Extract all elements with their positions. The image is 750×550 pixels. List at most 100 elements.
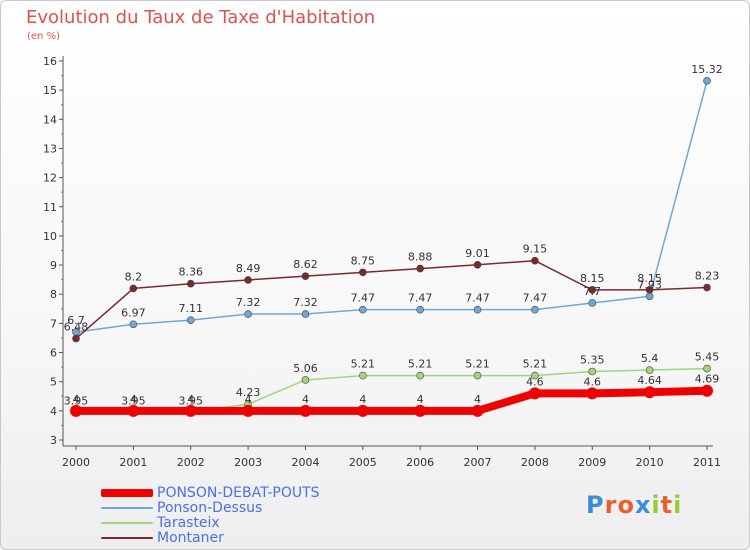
data-point [645, 366, 654, 374]
data-point [359, 305, 367, 314]
x-tick-label: 2006 [406, 456, 434, 469]
data-label: 5.4 [641, 352, 659, 365]
x-tick-label: 2011 [693, 456, 721, 469]
data-point [703, 364, 711, 373]
y-tick-label: 11 [43, 201, 57, 214]
data-label: 4.6 [584, 375, 602, 388]
data-label: 15.32 [691, 63, 723, 76]
data-label: 5.21 [408, 358, 433, 371]
y-tick-label: 8 [50, 288, 57, 301]
data-point [416, 371, 424, 380]
data-point [301, 272, 310, 280]
y-tick-label: 6 [50, 347, 57, 360]
proxiti-logo: Proxiti [586, 491, 682, 519]
y-tick-label: 4 [50, 405, 57, 418]
y-tick-label: 10 [43, 230, 57, 243]
data-point [359, 371, 367, 380]
data-point [528, 387, 541, 400]
data-label: 8.88 [408, 251, 433, 264]
x-tick-label: 2003 [234, 456, 262, 469]
data-point [416, 305, 424, 314]
logo-letter: P [586, 491, 605, 519]
data-point [588, 286, 597, 294]
y-tick-label: 12 [43, 172, 57, 185]
data-label: 3.95 [121, 394, 146, 407]
data-point [186, 279, 195, 288]
data-label: 7.47 [523, 292, 548, 305]
data-point [129, 320, 138, 329]
data-label: 5.06 [293, 362, 318, 375]
data-label: 4 [187, 393, 194, 406]
data-label: 4.64 [637, 374, 662, 387]
x-tick-label: 2002 [177, 456, 205, 469]
data-point [301, 310, 310, 318]
data-point [703, 77, 711, 85]
legend-swatch [101, 506, 153, 509]
data-label: 8.36 [178, 266, 203, 279]
data-point [703, 283, 711, 292]
data-label: 4 [359, 393, 366, 406]
data-point [186, 316, 195, 324]
data-label: 7.7 [584, 285, 602, 298]
legend-label: Tarasteix [157, 514, 220, 531]
data-point [299, 404, 312, 417]
data-point [471, 404, 484, 417]
y-tick-label: 14 [43, 113, 57, 126]
data-label: 4 [245, 393, 252, 406]
x-tick-label: 2000 [62, 456, 90, 469]
data-label: 3.95 [64, 394, 89, 407]
data-point [586, 387, 599, 400]
chart-legend: PONSON-DEBAT-POUTS Ponson-Dessus Tarasteix… [101, 484, 320, 546]
data-point [588, 299, 597, 307]
data-label: 7.47 [351, 292, 376, 305]
data-point [184, 404, 197, 417]
data-label: 9.01 [465, 247, 490, 260]
logo-letter: o [617, 491, 635, 519]
data-label: 4.23 [236, 386, 261, 399]
data-point [244, 276, 252, 284]
data-point [356, 404, 369, 417]
data-label: 6.97 [121, 306, 146, 319]
data-point [129, 284, 138, 293]
data-point [70, 404, 82, 417]
y-tick-label: 7 [50, 317, 57, 330]
series-line-ponson-dessus [75, 80, 708, 333]
data-point [301, 376, 310, 384]
x-tick-label: 2005 [349, 456, 377, 469]
data-point [414, 404, 427, 417]
data-label: 6.7 [67, 314, 85, 327]
legend-label: PONSON-DEBAT-POUTS [157, 484, 320, 501]
data-label: 3.95 [178, 394, 203, 407]
data-point [645, 286, 654, 294]
data-label: 4 [73, 393, 80, 406]
legend-swatch [101, 521, 153, 524]
data-label: 7.32 [293, 296, 318, 309]
logo-letter: i [651, 491, 661, 519]
data-label: 8.15 [580, 272, 605, 285]
y-tick-label: 3 [50, 434, 57, 447]
data-point [643, 386, 656, 399]
data-label: 4.69 [695, 373, 720, 386]
legend-label: Montaner [157, 529, 224, 546]
x-tick-label: 2004 [291, 456, 319, 469]
data-point [242, 404, 255, 417]
data-point [531, 256, 539, 265]
chart-subtitle: (en %) [27, 31, 60, 42]
data-label: 8.62 [293, 258, 318, 271]
data-label: 7.11 [178, 302, 203, 315]
data-point [473, 260, 482, 269]
y-tick-label: 5 [50, 376, 57, 389]
data-label: 6.48 [64, 321, 89, 334]
data-point [473, 371, 482, 380]
data-label: 4 [302, 393, 309, 406]
data-point [244, 310, 252, 318]
y-tick-label: 9 [50, 259, 57, 272]
data-point [72, 334, 80, 343]
legend-item: Montaner [101, 529, 320, 546]
data-label: 9.15 [523, 243, 548, 256]
data-label: 8.2 [125, 270, 143, 283]
logo-letter: r [604, 491, 618, 519]
data-point [701, 384, 713, 397]
